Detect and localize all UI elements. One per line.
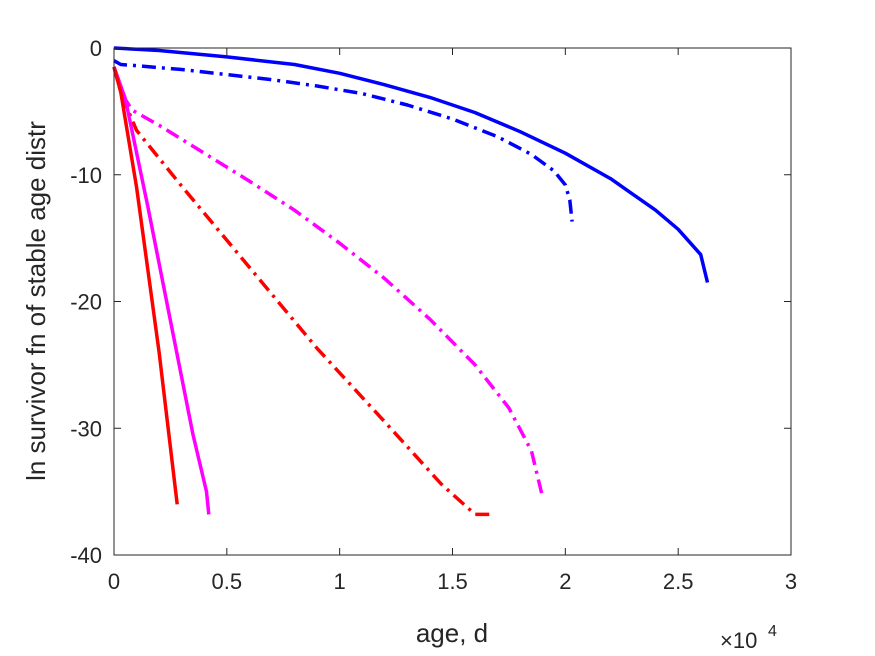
x-tick-label: 2.5: [663, 569, 694, 594]
y-tick-label: -40: [70, 543, 102, 568]
plot-area: [114, 48, 791, 555]
x-axis-label: age, d: [416, 618, 488, 648]
y-tick-label: -10: [70, 163, 102, 188]
x-tick-label: 3: [785, 569, 797, 594]
x-tick-label: 0.5: [212, 569, 243, 594]
x-tick-label: 1: [334, 569, 346, 594]
x-tick-label: 2: [559, 569, 571, 594]
series-line-3: [112, 66, 545, 499]
y-tick-label: -30: [70, 416, 102, 441]
y-tick-label: 0: [90, 36, 102, 61]
y-tick-label: -20: [70, 290, 102, 315]
x-multiplier-label: ×10: [720, 628, 757, 653]
x-tick-label: 1.5: [437, 569, 468, 594]
series-layer: [112, 46, 710, 517]
y-axis-label: ln survivor fn of stable age distr: [21, 121, 51, 481]
ticks-layer: 0 0.5 1 1.5 2 2.5 3 0 -10 -20 -30 -40: [70, 36, 797, 594]
series-line-6: [112, 66, 179, 505]
x-tick-label: 0: [108, 569, 120, 594]
series-line-5: [112, 66, 211, 515]
series-line-2: [113, 59, 574, 222]
series-line-1: [113, 46, 710, 283]
x-multiplier-exponent: 4: [768, 623, 777, 640]
